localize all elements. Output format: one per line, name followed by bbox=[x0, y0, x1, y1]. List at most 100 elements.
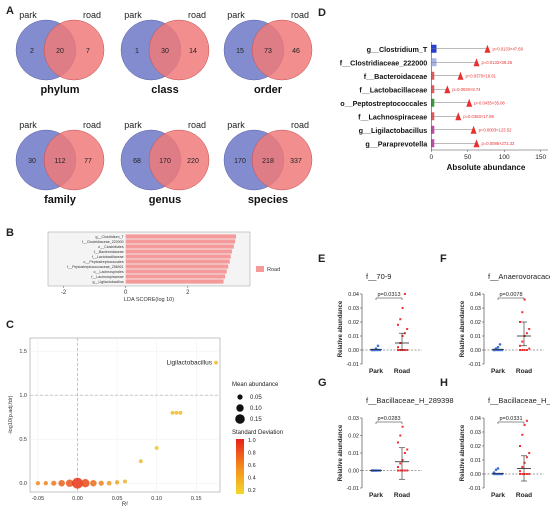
dotplot-title: f__Bacillaceae_H_289398 bbox=[366, 396, 454, 405]
panel-letter-b: B bbox=[6, 227, 14, 239]
road-point bbox=[528, 328, 531, 330]
venn-both-count: 30 bbox=[161, 48, 169, 55]
panel-letter-e: E bbox=[318, 253, 325, 265]
venn-family: park road 30 112 77 family bbox=[15, 120, 105, 206]
fold-marker bbox=[466, 98, 473, 107]
venn-right-label: road bbox=[83, 120, 101, 130]
road-point bbox=[519, 445, 521, 447]
fold-marker bbox=[473, 58, 480, 67]
road-point bbox=[397, 323, 399, 326]
dotplot-tick-label: 0.01 bbox=[348, 451, 359, 457]
road-point bbox=[519, 321, 521, 323]
dotplot-tick-label: 0.00 bbox=[348, 348, 359, 354]
group-label-park: Park bbox=[491, 368, 505, 375]
road-point bbox=[525, 349, 528, 351]
abundance-tick-label: 100 bbox=[499, 154, 510, 161]
road-point bbox=[525, 456, 528, 459]
park-point bbox=[496, 467, 500, 470]
abundance-category-label: o__Peptostreptococcales bbox=[340, 99, 427, 108]
fold-marker bbox=[455, 112, 462, 121]
venn-road-circle bbox=[251, 129, 313, 191]
group-label-park: Park bbox=[369, 368, 383, 375]
abundance-category-label: f__Bacteroidaceae bbox=[364, 72, 428, 81]
dotplot-f: f__Anaerovoracaceae 0.04 0.03 0.02 0.01 0.00 -… bbox=[460, 272, 550, 375]
road-point bbox=[521, 466, 524, 468]
color-legend-tick: 0.6 bbox=[248, 463, 256, 469]
road-point bbox=[525, 419, 528, 422]
road-point bbox=[399, 469, 402, 472]
dotplot-pvalue: p=0.0331 bbox=[499, 416, 522, 422]
venn-title: species bbox=[248, 194, 288, 206]
road-point bbox=[397, 469, 399, 472]
road-point bbox=[406, 469, 409, 472]
lda-category-label: g__Clostridium_T bbox=[96, 235, 125, 239]
scatter-point bbox=[178, 410, 183, 415]
road-point bbox=[399, 318, 402, 321]
lda-legend-swatch bbox=[256, 266, 264, 272]
abundance-annotation: p=0.0435×35.08 bbox=[474, 100, 505, 105]
dotplot-tick-label: 0.02 bbox=[470, 444, 481, 450]
road-point bbox=[401, 425, 404, 428]
road-point bbox=[519, 344, 521, 347]
road-point bbox=[521, 349, 524, 351]
dotplot-tick-label: -0.01 bbox=[468, 486, 481, 492]
road-point bbox=[401, 469, 404, 472]
scatter-xlabel: R² bbox=[122, 502, 128, 506]
scatter-xtick-label: -0.05 bbox=[32, 496, 45, 502]
park-point bbox=[494, 468, 498, 472]
road-point bbox=[521, 433, 524, 436]
scatter-point bbox=[81, 479, 90, 488]
size-legend-dot bbox=[235, 414, 245, 424]
road-point bbox=[406, 448, 409, 451]
road-point bbox=[523, 424, 526, 426]
dotplot-title: f__Bacillaceae_H_294103 bbox=[488, 396, 550, 405]
abundance-tick-label: 0 bbox=[429, 154, 433, 161]
group-label-park: Park bbox=[369, 492, 383, 499]
abundance-chart: g__Clostridium_T p=0.0133×47.69 f__Clostri… bbox=[340, 42, 548, 172]
abundance-annotation: p=0.0133×47.69 bbox=[492, 46, 523, 51]
lda-category-label: f__Clostridiaceae_222000 bbox=[82, 240, 124, 244]
venn-phylum: park road 2 20 7 phylum bbox=[15, 10, 105, 96]
dotplot-tick-label: 0.02 bbox=[470, 320, 481, 326]
venn-both-count: 170 bbox=[159, 158, 171, 165]
scatter-xtick-label: 0.15 bbox=[191, 496, 202, 502]
venn-left-label: park bbox=[19, 10, 37, 20]
road-point bbox=[523, 461, 526, 464]
venn-right-count: 46 bbox=[292, 48, 300, 55]
venn-genus: park road 68 170 220 genus bbox=[120, 120, 210, 206]
abundance-category-label: f__Lactobacillaceae bbox=[359, 85, 427, 94]
dotplot-tick-label: 0.04 bbox=[470, 416, 481, 422]
panel-letter-d: D bbox=[318, 7, 326, 19]
scatter-ytick-label: 0.5 bbox=[19, 437, 27, 443]
road-point bbox=[523, 349, 526, 351]
lda-xlabel: LDA SCORE(log 10) bbox=[124, 297, 174, 303]
dotplot-pvalue: p=0.0313 bbox=[377, 292, 400, 298]
dotplot-e: f__70-9 0.04 0.03 0.02 0.01 0.00 -0.01 p=0.0313… bbox=[338, 272, 422, 375]
lda-category-label: o__Clostridiales bbox=[98, 245, 124, 249]
group-label-road: Road bbox=[394, 368, 410, 375]
dotplot-g: f__Bacillaceae_H_289398 0.03 0.02 0.01 0.00 -… bbox=[338, 396, 454, 499]
size-legend-title: Mean abundance bbox=[232, 382, 279, 388]
road-point bbox=[528, 473, 531, 475]
road-point bbox=[403, 469, 406, 472]
road-point bbox=[519, 470, 521, 473]
scatter-point bbox=[174, 410, 179, 415]
road-point bbox=[519, 349, 521, 351]
road-point bbox=[397, 441, 399, 444]
size-legend-dot bbox=[236, 404, 244, 412]
venn-right-label: road bbox=[188, 120, 206, 130]
venn-species: park road 170 218 337 species bbox=[223, 120, 313, 206]
road-point bbox=[519, 473, 521, 475]
scatter-ylabel: -log10(p.adj.fdr) bbox=[8, 395, 14, 434]
venn-title: phylum bbox=[40, 84, 79, 96]
lda-bar bbox=[125, 279, 224, 284]
abundance-category-label: g__Ligilactobacillus bbox=[359, 126, 428, 135]
dotplot-ylabel: Relative abundance bbox=[338, 424, 344, 481]
scatter-ytick-label: 1.0 bbox=[19, 393, 27, 399]
group-label-road: Road bbox=[516, 492, 532, 499]
road-point bbox=[401, 335, 404, 337]
lda-chart: g__Clostridium_Tf__Clostridiaceae_222000… bbox=[47, 231, 280, 303]
scatter-point bbox=[43, 481, 48, 486]
venn-road-circle bbox=[148, 129, 210, 191]
